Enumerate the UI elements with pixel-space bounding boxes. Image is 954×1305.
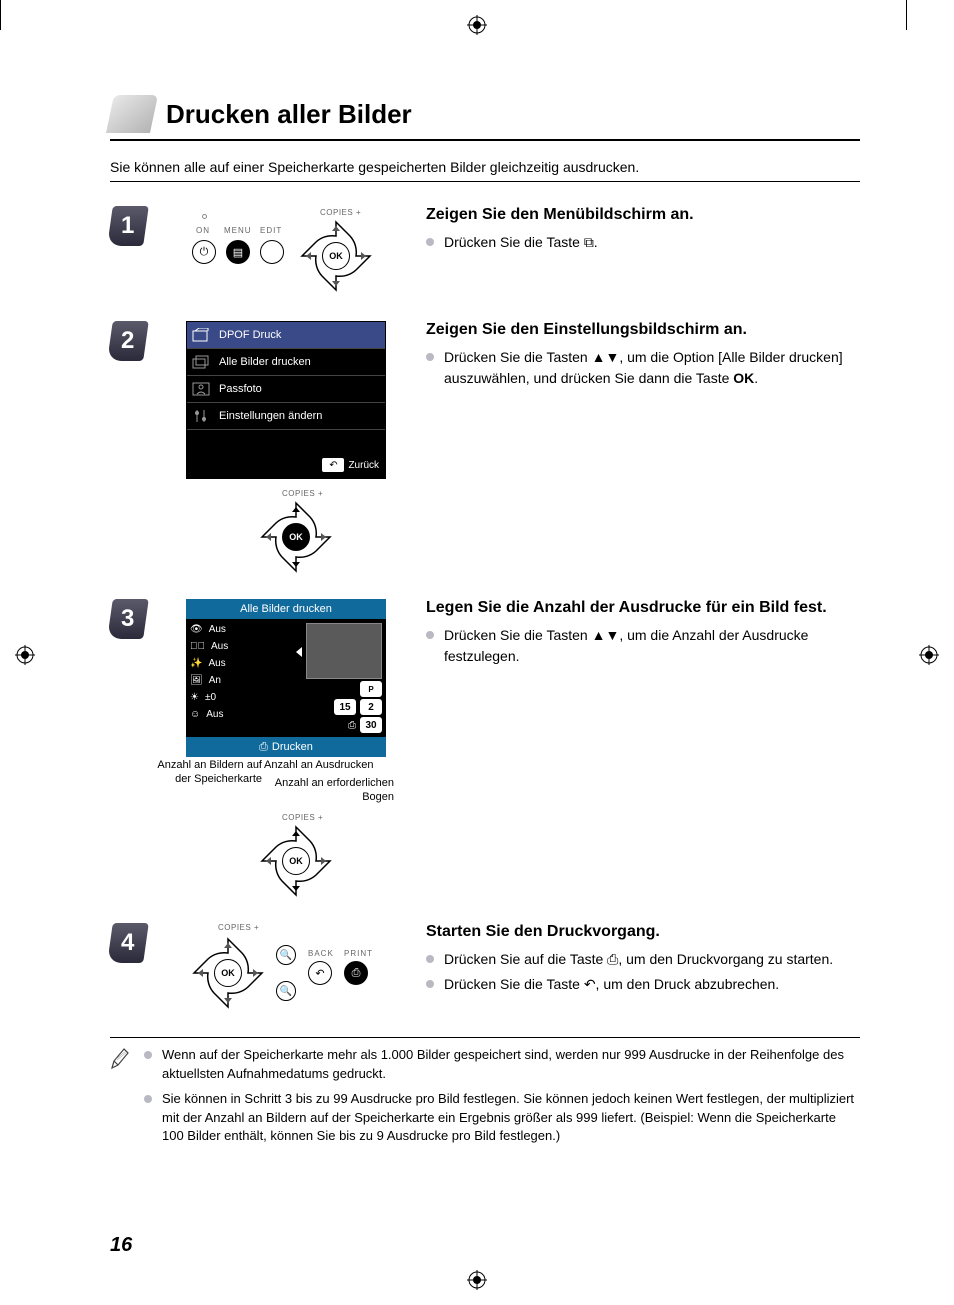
annotation-mid: Anzahl an Ausdrucken [264,759,384,773]
setting-icon: ☀ [190,692,199,703]
back-label: Zurück [348,460,379,471]
count-images: 15 [334,699,356,715]
intro-text: Sie können alle auf einer Speicherkarte … [110,159,860,182]
step-heading: Zeigen Sie den Menübildschirm an. [426,206,860,224]
print-button[interactable]: ⎙ [344,961,368,985]
zoom-in-button[interactable]: 🔍 [276,945,296,965]
label-copies: COPIES + [282,813,323,822]
step-4: 4 COPIES + OK 🔍 🔍 BACK PRINT ↶ ⎙ [110,923,860,1023]
step-badge: 1 [107,206,149,246]
settings-icon [191,407,211,425]
bullet-item: Drücken Sie die Taste ⧉. [426,232,860,253]
bullet-item: Drücken Sie die Tasten ▲▼, um die Anzahl… [426,625,860,667]
note-text: Wenn auf der Speicherkarte mehr als 1.00… [162,1046,860,1084]
label-on: ON [196,226,210,235]
ok-button[interactable]: OK [282,847,310,875]
annotation-left: Anzahl an Bildern auf der Speicherkarte [156,759,262,787]
dpof-icon [191,326,211,344]
setting-icon: ☺ [190,709,200,720]
crop-mark [0,0,1,30]
lcd-menu-item[interactable]: Passfoto [187,376,385,403]
setting-icon: 🖼 [190,675,203,686]
lcd-item-label: DPOF Druck [219,329,281,341]
back-icon: ↶ [322,458,344,472]
registration-mark [467,1270,487,1290]
step-heading: Zeigen Sie den Einstellungsbildschirm an… [426,321,860,339]
passport-icon [191,380,211,398]
lcd-item-label: Alle Bilder drucken [219,356,311,368]
bullet-item: Drücken Sie die Tasten ▲▼, um die Option… [426,347,860,389]
ok-button[interactable]: OK [282,523,310,551]
pencil-icon [110,1046,130,1070]
page-content: Drucken aller Bilder Sie können alle auf… [110,95,860,1152]
ok-button[interactable]: OK [322,242,350,270]
lcd-back-row[interactable]: ↶ Zurück [187,452,385,478]
dpad[interactable]: OK [192,937,264,1009]
registration-mark [919,645,939,665]
chapter-tab-icon [106,95,158,133]
chapter-header: Drucken aller Bilder [110,95,860,141]
count-copies: 2 [360,699,382,715]
notes-divider [110,1037,860,1046]
registration-mark [467,15,487,35]
step-heading: Starten Sie den Druckvorgang. [426,923,860,941]
setting-icon: 👁⃠ [190,641,205,652]
bullet-item: Drücken Sie auf die Taste ⎙, um den Druc… [426,949,860,970]
step-1: 1 ON MENU EDIT COPIES + ⏻ ▤ OK [110,206,860,301]
label-print: PRINT [344,949,373,958]
bullet-item: Drücken Sie die Taste ↶, um den Druck ab… [426,974,860,995]
lcd-menu-item[interactable]: Einstellungen ändern [187,403,385,430]
label-back: BACK [308,949,334,958]
stack-icon [191,353,211,371]
notes-section: Wenn auf der Speicherkarte mehr als 1.00… [110,1046,860,1152]
zoom-out-button[interactable]: 🔍 [276,981,296,1001]
annotation-right: Anzahl an erforderlichen Bogen [274,777,394,805]
label-menu: MENU [224,226,252,235]
lcd-item-label: Passfoto [219,383,262,395]
lcd-preview: P 15 2 ⎙ 30 [302,619,386,737]
lcd-menu-item[interactable]: DPOF Druck [187,322,385,349]
lcd-title: Alle Bilder drucken [186,599,386,619]
lcd-item-label: Einstellungen ändern [219,410,322,422]
dpad[interactable]: OK [260,501,332,573]
step-3: 3 Alle Bilder drucken 👁Aus 👁⃠Aus ✨Aus 🖼A… [110,599,860,903]
lcd-print-screen: Alle Bilder drucken 👁Aus 👁⃠Aus ✨Aus 🖼An … [186,599,386,757]
setting-icon: 👁 [190,624,203,635]
menu-button[interactable]: ▤ [226,240,250,264]
back-button[interactable]: ↶ [308,961,332,985]
registration-mark [15,645,35,665]
count-sheets: 30 [360,717,382,733]
lcd-menu: DPOF Druck Alle Bilder drucken Passfoto … [186,321,386,479]
label-edit: EDIT [260,226,282,235]
step-heading: Legen Sie die Anzahl der Ausdrucke für e… [426,599,860,617]
power-button[interactable]: ⏻ [192,240,216,264]
note-text: Sie können in Schritt 3 bis zu 99 Ausdru… [162,1090,860,1147]
lcd-settings-list: 👁Aus 👁⃠Aus ✨Aus 🖼An ☀±0 ☺Aus [186,619,302,737]
label-copies: COPIES + [282,489,323,498]
lcd-menu-item[interactable]: Alle Bilder drucken [187,349,385,376]
dpad[interactable]: OK [260,825,332,897]
chapter-title: Drucken aller Bilder [166,99,412,130]
edit-button[interactable] [260,240,284,264]
lcd-print-button[interactable]: ⎙Drucken [186,737,386,757]
label-copies: COPIES + [218,923,259,932]
page-number: 16 [110,1234,132,1257]
ok-button[interactable]: OK [214,959,242,987]
control-panel-diagram: ON MENU EDIT COPIES + ⏻ ▤ OK [186,206,386,301]
label-copies: COPIES + [320,208,361,217]
step-badge: 3 [107,599,149,639]
step-badge: 2 [107,321,149,361]
crop-mark [906,0,907,30]
step-badge: 4 [107,923,149,963]
dpad[interactable]: OK [300,220,372,292]
step-2: 2 DPOF Druck Alle Bilder drucken Passfot… [110,321,860,579]
setting-icon: ✨ [190,658,202,669]
